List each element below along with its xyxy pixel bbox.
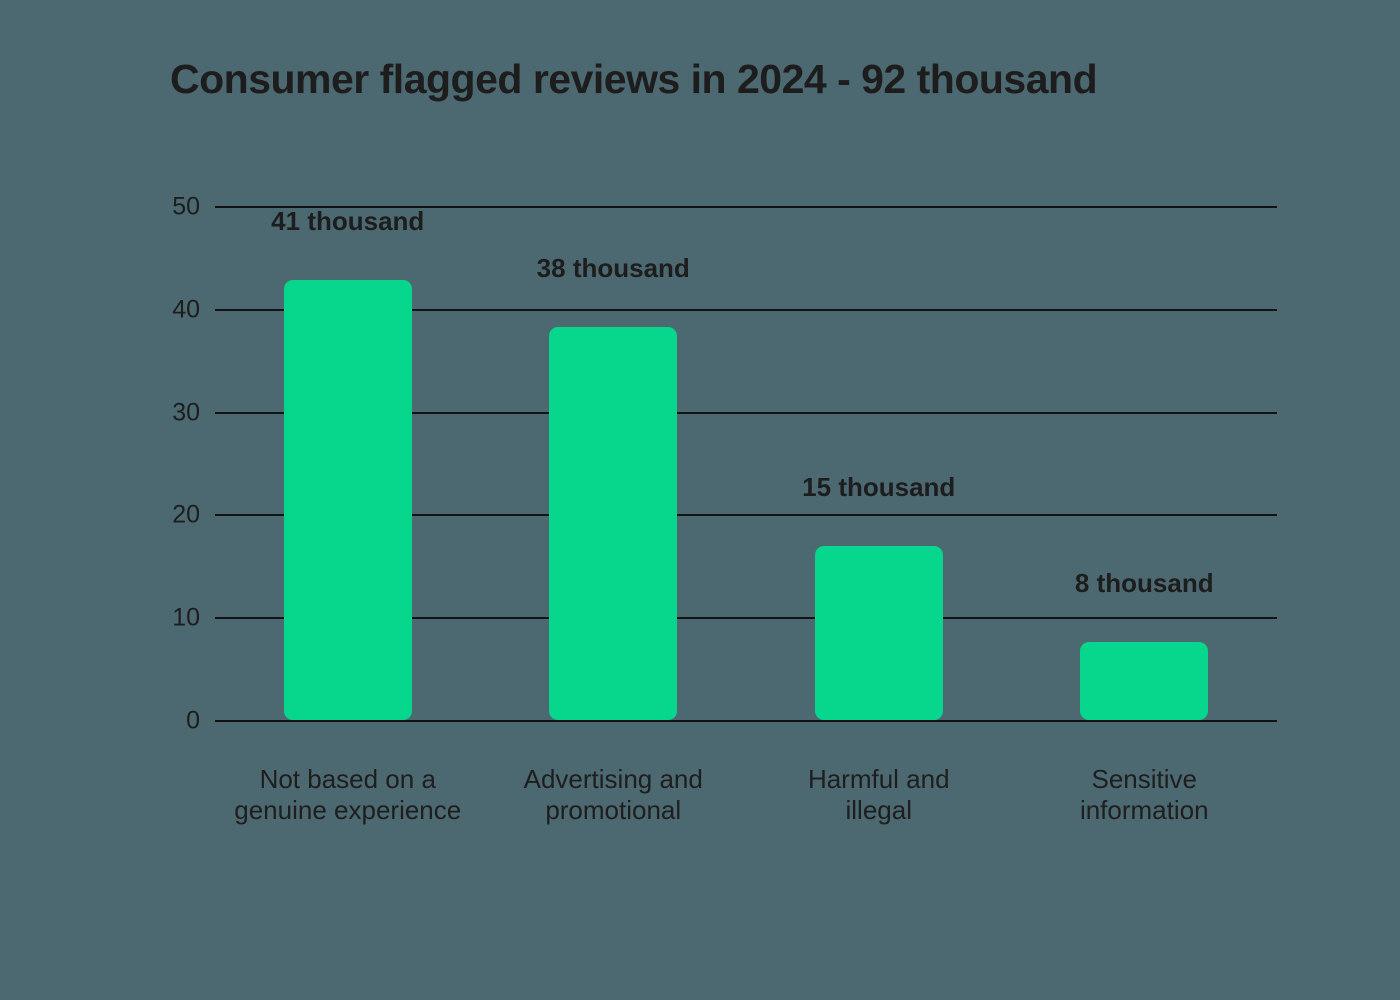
plot-area: 41 thousand 38 thousand 15 thousand 8 thous… — [215, 206, 1278, 722]
bar — [283, 280, 412, 720]
bar — [549, 327, 678, 720]
bar-column: 41 thousand — [215, 206, 481, 721]
bar-value-label: 15 thousand — [802, 472, 956, 503]
y-tick-label: 30 — [172, 398, 200, 427]
bar — [814, 546, 943, 720]
y-tick-label: 20 — [172, 500, 200, 529]
chart-title: Consumer flagged reviews in 2024 - 92 th… — [170, 56, 1098, 102]
y-axis: 0 10 20 30 40 50 — [100, 0, 200, 1000]
bar — [1080, 641, 1209, 720]
y-tick-label: 50 — [172, 192, 200, 221]
x-axis: Not based on a genuine experience Adverti… — [215, 764, 1277, 826]
gridline — [215, 514, 1277, 517]
bars-layer: 41 thousand 38 thousand 15 thousand 8 thous… — [215, 206, 1278, 721]
bar-column: 38 thousand — [481, 207, 747, 721]
bar-column: 15 thousand — [746, 207, 1012, 721]
category-label: Harmful and illegal — [807, 764, 950, 825]
gridline — [215, 720, 1277, 722]
gridline — [215, 411, 1277, 414]
gridline — [215, 308, 1277, 311]
bar-column: 8 thousand — [1012, 207, 1278, 721]
gridline — [215, 617, 1277, 620]
y-tick-label: 40 — [172, 295, 200, 324]
gridline — [215, 206, 1277, 208]
y-tick-label: 10 — [172, 603, 200, 632]
bar-value-label: 8 thousand — [1074, 567, 1214, 598]
category-label: Sensitive information — [1079, 764, 1209, 825]
bar-value-label: 38 thousand — [536, 253, 690, 284]
y-tick-label: 0 — [186, 706, 200, 735]
category-label: Advertising and promotional — [523, 764, 703, 825]
bar-value-label: 41 thousand — [271, 206, 425, 237]
category-label: Not based on a genuine experience — [234, 764, 462, 825]
